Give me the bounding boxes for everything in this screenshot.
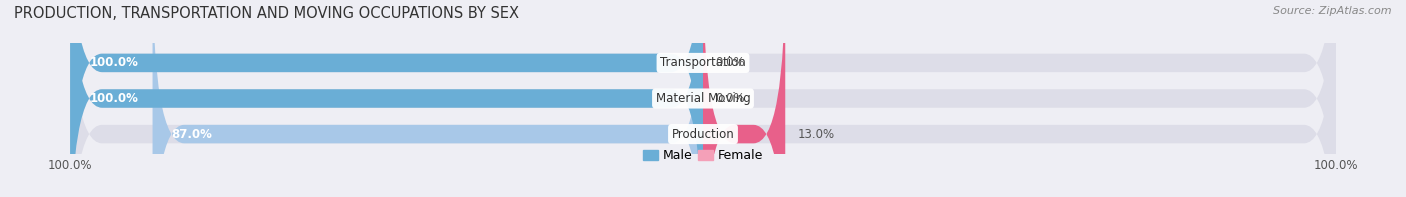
Text: 87.0%: 87.0% [172, 128, 212, 141]
Text: 0.0%: 0.0% [716, 56, 745, 69]
Text: PRODUCTION, TRANSPORTATION AND MOVING OCCUPATIONS BY SEX: PRODUCTION, TRANSPORTATION AND MOVING OC… [14, 6, 519, 21]
FancyBboxPatch shape [70, 0, 703, 197]
FancyBboxPatch shape [703, 0, 785, 197]
Text: Transportation: Transportation [661, 56, 745, 69]
Text: Material Moving: Material Moving [655, 92, 751, 105]
Text: Source: ZipAtlas.com: Source: ZipAtlas.com [1274, 6, 1392, 16]
Text: 0.0%: 0.0% [716, 92, 745, 105]
Text: 100.0%: 100.0% [89, 56, 138, 69]
FancyBboxPatch shape [70, 0, 1336, 197]
Legend: Male, Female: Male, Female [638, 144, 768, 167]
Text: 13.0%: 13.0% [799, 128, 835, 141]
Text: Production: Production [672, 128, 734, 141]
FancyBboxPatch shape [70, 0, 703, 197]
Text: 100.0%: 100.0% [89, 92, 138, 105]
FancyBboxPatch shape [70, 0, 1336, 197]
FancyBboxPatch shape [153, 0, 703, 197]
FancyBboxPatch shape [70, 0, 1336, 197]
